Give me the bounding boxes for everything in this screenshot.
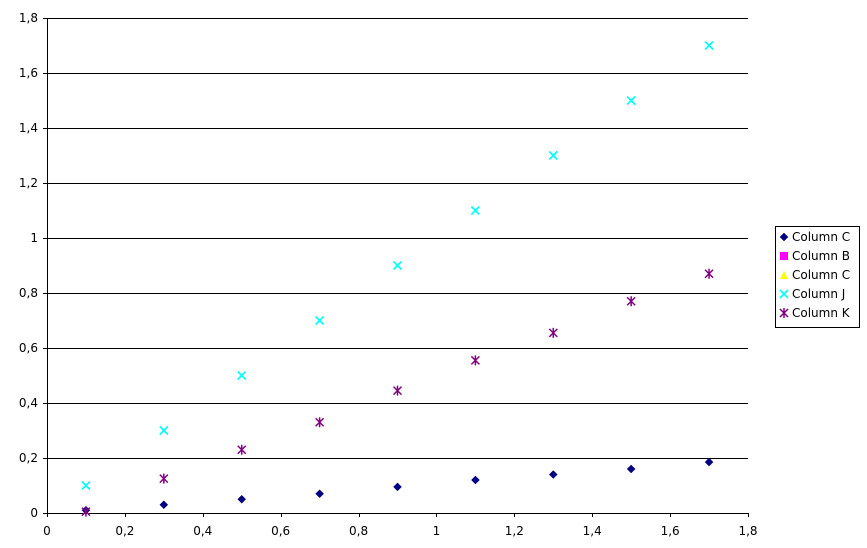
x-tick-label: 0,6 [271, 524, 290, 538]
axes [43, 18, 749, 517]
data-point [548, 470, 558, 479]
legend-marker [779, 232, 789, 242]
x-tick-label: 1,6 [661, 524, 680, 538]
legend-item: Column C [780, 268, 850, 282]
data-point [159, 500, 169, 510]
x-tick-label: 1,4 [583, 524, 602, 538]
data-point [704, 40, 714, 51]
legend-item: Column K [779, 306, 851, 320]
data-point [315, 489, 324, 499]
data-point [315, 315, 325, 326]
data-point [548, 327, 558, 338]
series-0 [81, 457, 714, 515]
data-point [81, 506, 91, 517]
series-3 [81, 40, 714, 491]
data-point [471, 475, 480, 485]
legend-label: Column K [792, 306, 851, 320]
y-tick-label: 1,8 [19, 11, 38, 25]
data-point [626, 464, 636, 474]
data-point [237, 494, 247, 504]
legend: Column C Column B Column C Column J Column K [775, 226, 860, 328]
x-tick-label: 0,2 [115, 524, 134, 538]
y-tick-label: 0 [30, 506, 38, 520]
data-point [392, 385, 403, 396]
data-point [626, 95, 636, 106]
x-tick-label: 1,2 [505, 524, 524, 538]
legend-label: Column J [792, 287, 845, 301]
x-tick-label: 1 [433, 524, 441, 538]
x-tick-label: 1,8 [738, 524, 757, 538]
legend-item: Column C [779, 230, 850, 244]
y-tick-label: 0,2 [19, 451, 38, 465]
data-point [393, 482, 402, 492]
x-tick-label: 0 [43, 524, 51, 538]
legend-marker [780, 271, 788, 279]
data-point [159, 425, 169, 436]
y-tick-label: 1,6 [19, 66, 38, 80]
data-point [704, 457, 714, 467]
y-tick-label: 0,6 [19, 341, 38, 355]
data-point [237, 370, 247, 381]
legend-label: Column C [792, 230, 850, 244]
y-tick-label: 1 [30, 231, 38, 245]
legend-item: Column B [780, 249, 850, 263]
data-point [626, 296, 636, 307]
legend-marker [780, 252, 788, 260]
y-tick-label: 1,2 [19, 176, 38, 190]
data-point [704, 268, 714, 279]
legend-label: Column C [792, 268, 850, 282]
y-tick-label: 1,4 [19, 121, 38, 135]
data-point [548, 150, 558, 161]
data-point [81, 480, 91, 491]
y-tick-label: 0,8 [19, 286, 38, 300]
legend-marker [779, 308, 789, 318]
data-point [237, 444, 247, 455]
data-point [392, 260, 403, 271]
data-point [315, 417, 325, 428]
data-point [470, 205, 480, 216]
data-points [81, 40, 714, 517]
x-tick-label: 0,8 [349, 524, 368, 538]
legend-label: Column B [792, 249, 850, 263]
y-tick-label: 0,4 [19, 396, 38, 410]
gridlines [47, 18, 748, 459]
data-point [159, 473, 169, 484]
data-point [470, 355, 480, 366]
legend-marker [779, 289, 789, 299]
series-4 [81, 268, 714, 517]
x-tick-label: 0,4 [193, 524, 212, 538]
tick-labels: 0 0,2 0,4 0,6 0,8 1 1,2 1,4 1,6 1,8 0 0,2 0,4 0,6 0,8 1… [19, 11, 758, 538]
legend-box [775, 226, 860, 328]
legend-item: Column J [779, 287, 845, 301]
